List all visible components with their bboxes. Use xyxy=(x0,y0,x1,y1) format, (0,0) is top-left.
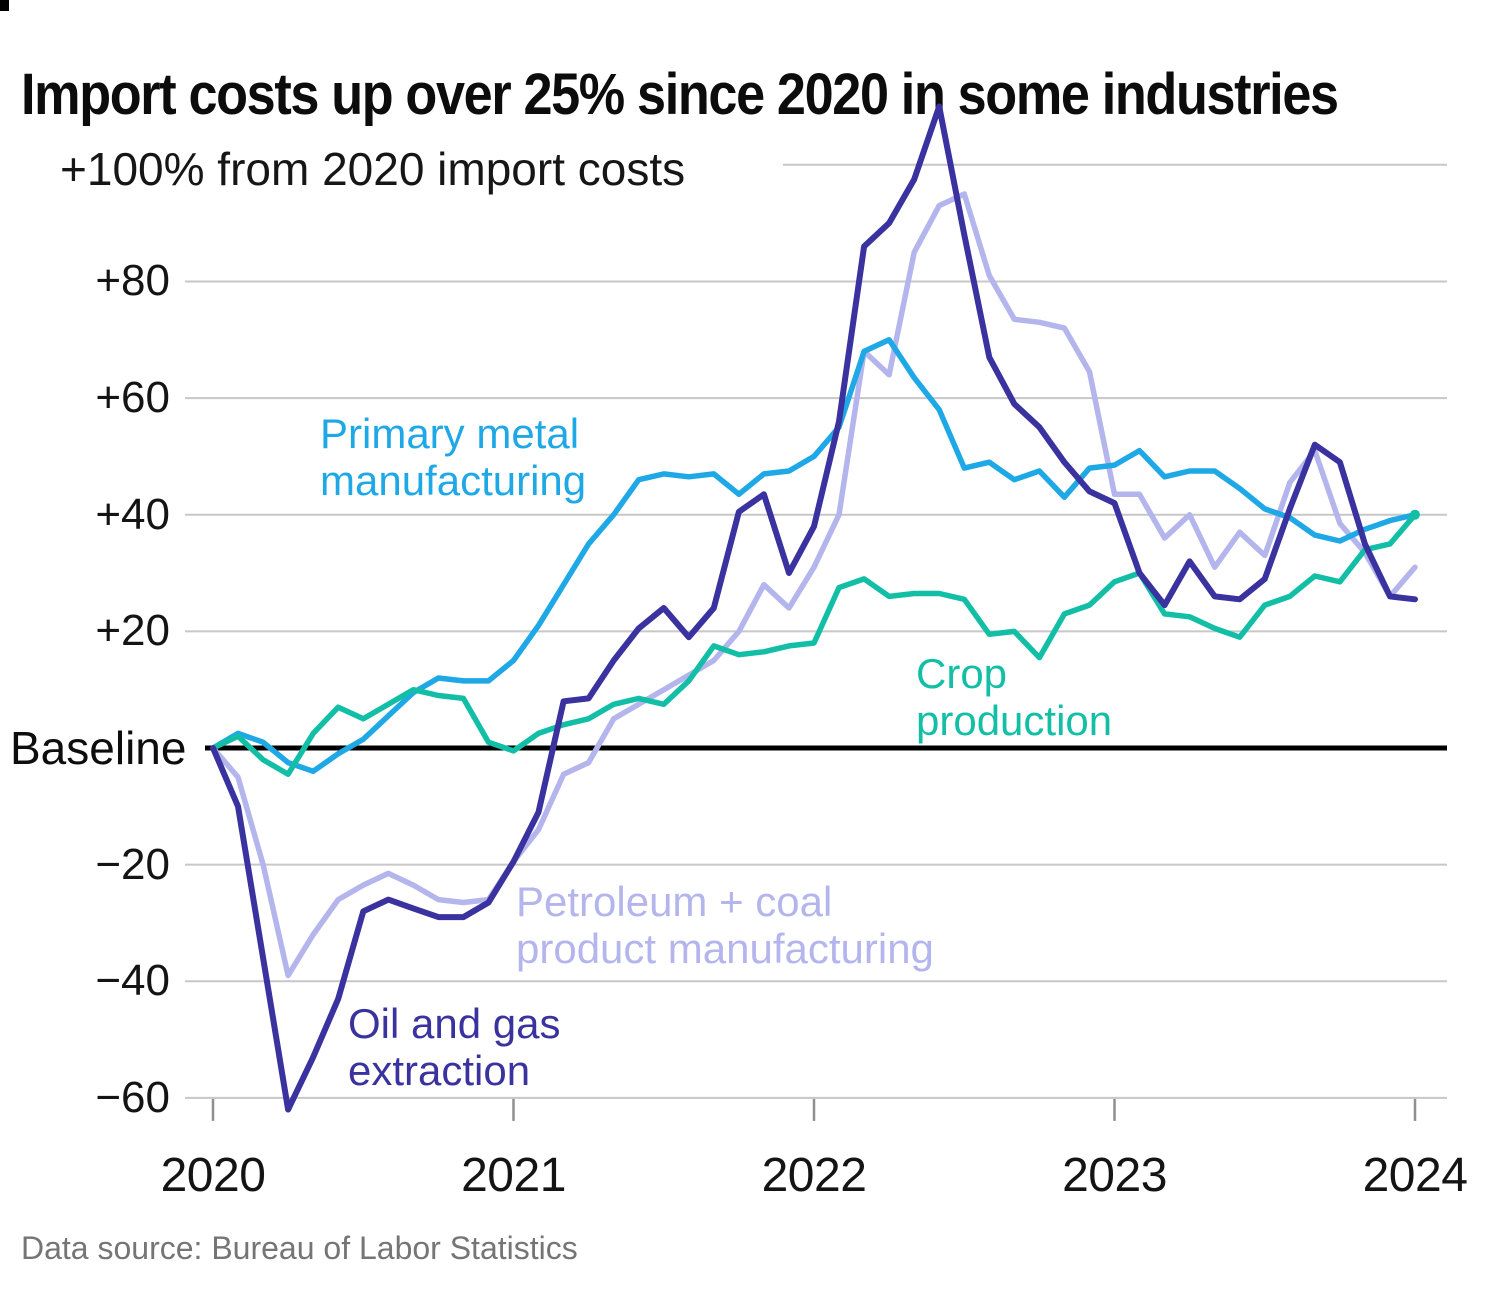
y-axis-unit-label: +100% from 2020 import costs xyxy=(60,143,686,195)
series-label-line: Oil and gas xyxy=(348,1000,561,1047)
series-label-line: Primary metal xyxy=(320,410,580,457)
chart-title: Import costs up over 25% since 2020 in s… xyxy=(21,61,1339,127)
x-axis-tick-label: 2020 xyxy=(160,1149,266,1202)
series-line xyxy=(210,103,1418,1113)
series-label-crop-production: Crop production xyxy=(916,650,1112,744)
series-label-line: Crop xyxy=(916,650,1008,697)
source-note: Data source: Bureau of Labor Statistics xyxy=(21,1230,578,1266)
y-axis-tick-label: +60 xyxy=(95,373,170,423)
corner-mark xyxy=(0,0,9,11)
series-label-line: product manufacturing xyxy=(516,925,934,972)
x-axis-tick-label: 2021 xyxy=(461,1149,566,1202)
y-axis-tick-label: +40 xyxy=(95,489,170,539)
y-axis-tick-label: +80 xyxy=(95,256,170,306)
series-label-petroleum-coal: Petroleum + coal product manufacturing xyxy=(516,878,934,972)
baseline-label: Baseline xyxy=(10,722,187,774)
series-line xyxy=(210,191,1418,979)
series-end-dot xyxy=(1410,509,1420,520)
series-label-line: Petroleum + coal xyxy=(516,878,833,925)
series-label-oil-gas: Oil and gas extraction xyxy=(348,1000,560,1094)
x-axis-tick-label: 2024 xyxy=(1362,1149,1468,1202)
y-axis-tick-label: −20 xyxy=(95,839,170,889)
series-label-primary-metal: Primary metal manufacturing xyxy=(320,410,586,504)
series-label-line: production xyxy=(916,697,1113,744)
series-line xyxy=(210,511,1418,777)
x-axis-tick-label: 2023 xyxy=(1062,1149,1167,1202)
y-axis-tick-label: +20 xyxy=(95,606,170,656)
series-line xyxy=(210,337,1418,775)
series-label-line: manufacturing xyxy=(320,457,587,504)
y-axis-tick-label: −40 xyxy=(95,956,170,1006)
series-label-line: extraction xyxy=(348,1047,531,1094)
y-axis-tick-label: −60 xyxy=(95,1072,170,1122)
x-axis-tick-label: 2022 xyxy=(761,1149,867,1202)
